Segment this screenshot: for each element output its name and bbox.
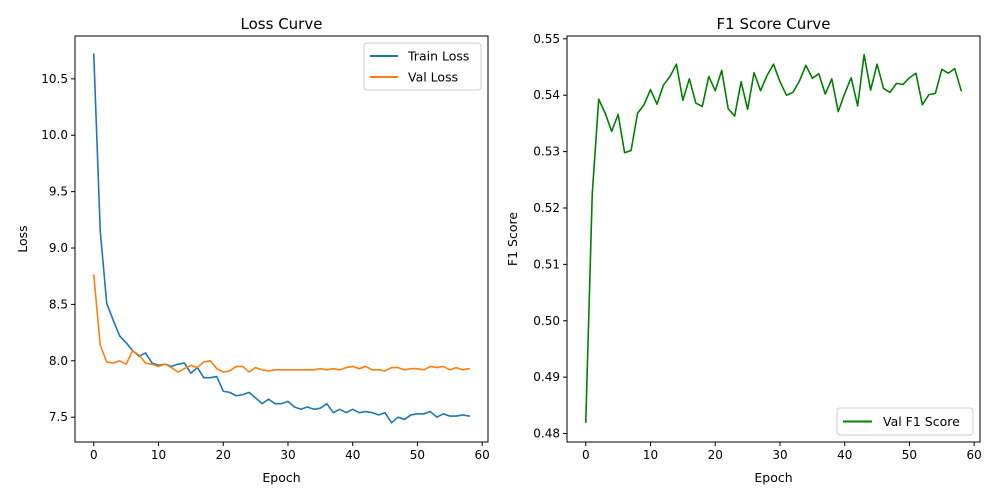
f1-ytick-label: 0.54 <box>533 88 560 102</box>
legend-label-val-loss: Val Loss <box>408 70 458 85</box>
loss-xtick-label: 30 <box>280 448 295 462</box>
loss-ytick-label: 9.0 <box>49 241 68 255</box>
loss-chart-ylabel: Loss <box>15 225 30 252</box>
f1-chart-xlabel: Epoch <box>754 470 792 485</box>
loss-ytick-label: 10.5 <box>41 72 68 86</box>
f1-xtick-label: 0 <box>582 448 590 462</box>
loss-ytick-label: 8.0 <box>49 354 68 368</box>
f1-ytick-label: 0.49 <box>533 370 560 384</box>
f1-legend-box <box>836 407 974 436</box>
loss-ytick-label: 9.5 <box>49 185 68 199</box>
loss-xtick-label: 60 <box>475 448 490 462</box>
loss-ytick-label: 8.5 <box>49 297 68 311</box>
loss-ytick-label: 10.0 <box>41 128 68 142</box>
loss-xtick-label: 10 <box>151 448 166 462</box>
loss-xtick-label: 40 <box>345 448 360 462</box>
f1-xtick-label: 30 <box>772 448 787 462</box>
f1-xtick-label: 10 <box>643 448 658 462</box>
legend-label-val-f1: Val F1 Score <box>883 414 960 429</box>
f1-ytick-label: 0.53 <box>533 145 560 159</box>
f1-chart-frame <box>566 35 981 443</box>
loss-chart-legend: Train Loss Val Loss <box>363 42 482 91</box>
loss-chart-frame <box>74 35 489 443</box>
f1-series-val-f1-score-line <box>584 53 963 424</box>
loss-chart-xlabel: Epoch <box>262 470 300 485</box>
loss-chart-title: Loss Curve <box>241 15 323 33</box>
f1-ytick-label: 0.52 <box>533 201 560 215</box>
f1-ytick-label: 0.50 <box>533 314 560 328</box>
loss-xtick-label: 20 <box>216 448 231 462</box>
f1-xtick-label: 40 <box>837 448 852 462</box>
loss-xtick-label: 50 <box>410 448 425 462</box>
f1-ytick-label: 0.55 <box>533 32 560 46</box>
loss-xtick-label: 0 <box>90 448 98 462</box>
loss-series-train-loss-line <box>92 53 471 424</box>
loss-chart: Loss Curve 0 10 20 30 40 50 60 7.5 8.0 8.5 9.0 9.5… <box>15 15 490 485</box>
loss-series-val-loss-line <box>92 274 471 373</box>
f1-ytick-label: 0.48 <box>533 427 560 441</box>
f1-xtick-label: 20 <box>708 448 723 462</box>
f1-xtick-label: 50 <box>902 448 917 462</box>
f1-chart: F1 Score Curve 0 10 20 30 40 50 60 0.48 0.49 0.5… <box>505 15 982 485</box>
legend-label-train-loss: Train Loss <box>407 49 469 64</box>
f1-chart-ylabel: F1 Score <box>505 212 520 266</box>
f1-chart-title: F1 Score Curve <box>717 15 831 33</box>
f1-ytick-label: 0.51 <box>533 257 560 271</box>
loss-ytick-label: 7.5 <box>49 410 68 424</box>
f1-xtick-label: 60 <box>967 448 982 462</box>
f1-chart-legend: Val F1 Score <box>836 407 974 436</box>
loss-legend-box <box>363 42 482 91</box>
